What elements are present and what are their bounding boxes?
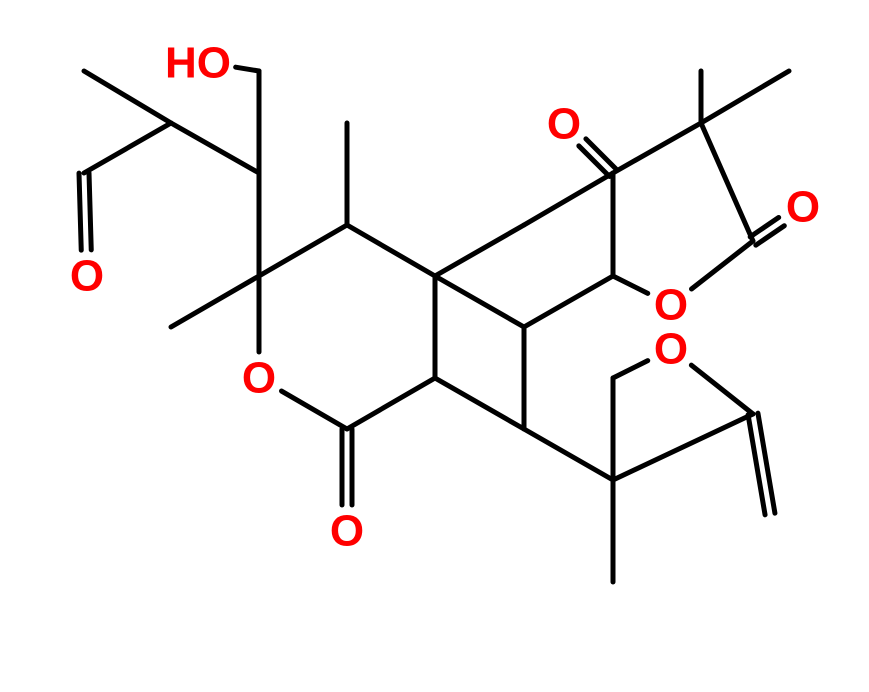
atom-o-label: O (70, 252, 104, 301)
atom-o-label: HO (165, 39, 231, 88)
atom-o-label: O (654, 325, 688, 374)
bond (89, 173, 91, 250)
molecule-diagram: OHOOOOOOO (0, 0, 869, 692)
bond (79, 173, 81, 250)
atom-o-label: O (547, 100, 581, 149)
atom-o-label: O (330, 507, 364, 556)
atom-o-label: O (654, 281, 688, 330)
atom-o-label: O (242, 354, 276, 403)
atom-o-label: O (786, 183, 820, 232)
